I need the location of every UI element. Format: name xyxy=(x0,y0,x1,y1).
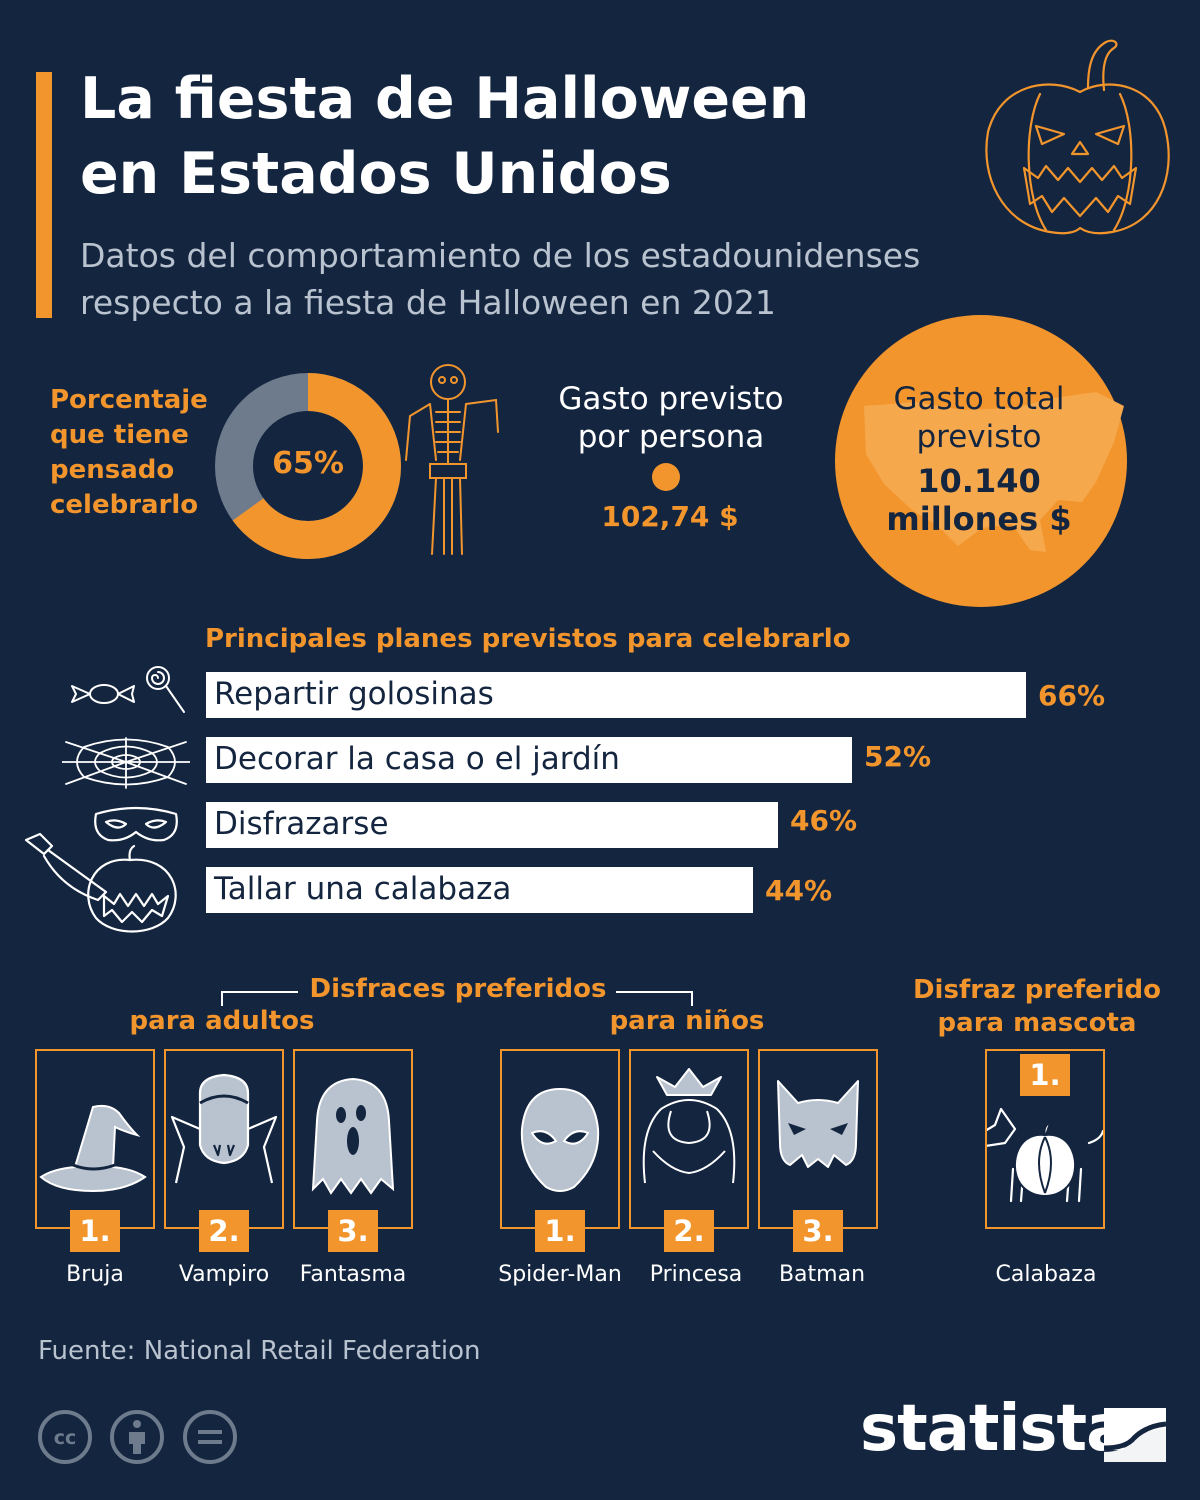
statista-logo-icon xyxy=(1104,1408,1166,1462)
spiderman-mask-icon xyxy=(520,1087,600,1192)
title-line-2: en Estados Unidos xyxy=(80,141,672,207)
adults-label: para adultos xyxy=(129,1006,315,1036)
princess-crown-icon xyxy=(642,1068,736,1184)
pet-label-line: para mascota xyxy=(937,1008,1137,1038)
costumes-section-title: Disfraces preferidos xyxy=(309,974,607,1004)
per-person-value: 102,74 $ xyxy=(601,500,739,533)
per-person-title-line: por persona xyxy=(577,419,765,455)
rank-badge: 1. xyxy=(535,1210,585,1252)
celebrate-label-line: que tiene xyxy=(50,420,189,450)
costume-card-vampiro xyxy=(164,1049,284,1229)
batman-mask-icon xyxy=(777,1080,859,1168)
costume-name: Fantasma xyxy=(299,1262,407,1287)
skeleton-icon xyxy=(405,364,499,555)
statista-logo-text: statista xyxy=(860,1392,1129,1466)
total-title-line: previsto xyxy=(916,419,1042,455)
rank-badge: 3. xyxy=(328,1210,378,1252)
svg-text:cc: cc xyxy=(54,1427,77,1449)
celebrate-label-line: celebrarlo xyxy=(50,490,199,520)
bar-value-disfrazarse: 46% xyxy=(790,804,858,837)
costume-name: Spider-Man xyxy=(498,1262,622,1287)
candy-lollipop-icon xyxy=(71,666,185,713)
costumes-bracket xyxy=(221,991,693,1006)
total-value-line: millones $ xyxy=(886,500,1072,538)
rank-badge: 2. xyxy=(664,1210,714,1252)
total-value-line: 10.140 xyxy=(917,462,1041,500)
no-derivatives-icon xyxy=(183,1410,237,1464)
subtitle-line-2: respecto a la fiesta de Halloween en 202… xyxy=(80,283,776,322)
per-person-title-line: Gasto previsto xyxy=(558,381,784,417)
bar-value-tallar-calabaza: 44% xyxy=(765,874,833,907)
rank-badge: 3. xyxy=(793,1210,843,1252)
rank-badge: 1. xyxy=(70,1210,120,1252)
total-spend-title: Gasto total previsto xyxy=(860,380,1098,456)
costume-card-calabaza xyxy=(973,1049,1105,1229)
total-spend-value: 10.140 millones $ xyxy=(860,462,1098,538)
rank-badge: 1. xyxy=(1020,1054,1070,1096)
costume-card-batman xyxy=(758,1049,878,1229)
costume-name: Princesa xyxy=(649,1262,743,1287)
costume-card-spider-man xyxy=(500,1049,620,1229)
per-person-dot xyxy=(652,463,680,491)
page-subtitle: Datos del comportamiento de los estadoun… xyxy=(80,232,1060,326)
costume-name: Calabaza xyxy=(995,1262,1097,1287)
donut-value-arc xyxy=(215,373,401,559)
total-title-line: Gasto total xyxy=(893,381,1065,417)
eye-mask-icon xyxy=(94,806,178,842)
bar-value-repartir-golosinas: 66% xyxy=(1038,679,1106,712)
costume-card-princesa xyxy=(629,1049,749,1229)
license-icons: cc xyxy=(38,1410,237,1464)
cc-icon xyxy=(38,1410,92,1464)
celebrate-value: 65% xyxy=(272,446,344,481)
page-title: La fiesta de Halloween en Estados Unidos xyxy=(80,62,960,212)
usa-map-icon xyxy=(864,392,1124,552)
costume-card-bruja xyxy=(35,1049,155,1229)
accent-bar xyxy=(36,72,52,318)
bar-disfrazarse xyxy=(206,802,778,848)
ghost-icon xyxy=(311,1077,395,1195)
bar-decorar-casa xyxy=(206,737,852,783)
bar-repartir-golosinas xyxy=(206,672,1026,718)
costume-name: Batman xyxy=(778,1262,866,1287)
source-note: Fuente: National Retail Federation xyxy=(38,1336,481,1366)
subtitle-line-1: Datos del comportamiento de los estadoun… xyxy=(80,236,921,275)
jack-o-lantern-icon xyxy=(985,39,1170,235)
knife-pumpkin-icon xyxy=(24,832,177,933)
costume-card-fantasma xyxy=(293,1049,413,1229)
celebrate-label: Porcentaje que tiene pensado celebrarlo xyxy=(50,383,220,523)
spiderweb-icon xyxy=(62,737,190,789)
costume-name: Bruja xyxy=(66,1262,124,1287)
pet-label-line: Disfraz preferido xyxy=(912,975,1162,1005)
witch-hat-icon xyxy=(39,1104,147,1193)
per-person-title: Gasto previsto por persona xyxy=(540,380,802,456)
total-spend-circle xyxy=(835,315,1127,607)
celebrate-donut-chart xyxy=(215,373,401,559)
kids-label: para niños xyxy=(609,1006,765,1036)
celebrate-label-line: Porcentaje xyxy=(50,385,208,415)
pet-label: Disfraz preferido para mascota xyxy=(906,974,1168,1040)
bar-value-decorar-casa: 52% xyxy=(864,740,932,773)
costume-name: Vampiro xyxy=(178,1262,270,1287)
plans-chart-title: Principales planes previstos para celebr… xyxy=(205,624,851,654)
celebrate-label-line: pensado xyxy=(50,455,175,485)
attribution-icon xyxy=(110,1410,164,1464)
vampire-icon xyxy=(170,1073,278,1184)
bar-tallar-calabaza xyxy=(206,867,753,913)
rank-badge: 2. xyxy=(199,1210,249,1252)
title-line-1: La fiesta de Halloween xyxy=(80,66,810,132)
